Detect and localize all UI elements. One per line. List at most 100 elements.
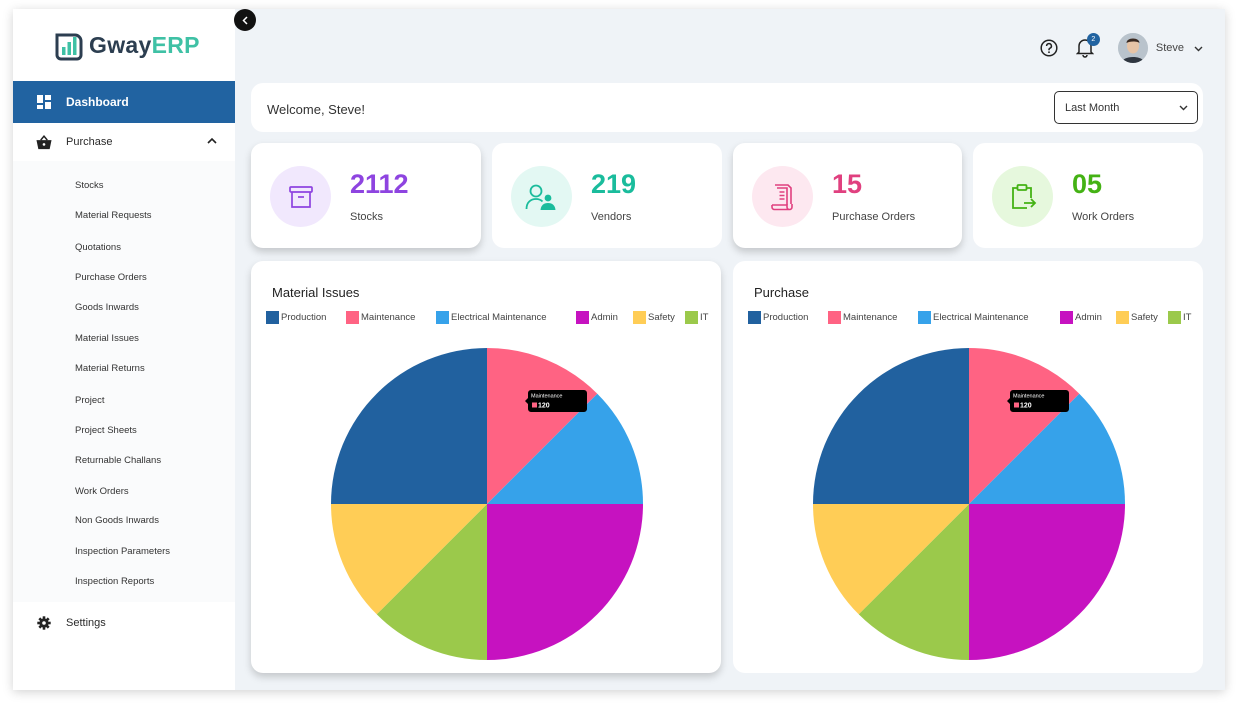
logo-text: GwayERP: [89, 32, 200, 59]
legend-item-safety[interactable]: Safety: [633, 311, 675, 324]
stat-value: 219: [591, 169, 637, 199]
legend-item-production[interactable]: Production: [266, 311, 326, 324]
legend-item-admin[interactable]: Admin: [1060, 311, 1102, 324]
logo-text-gway: Gway: [89, 31, 152, 58]
submenu-item-material-returns[interactable]: Material Returns: [75, 363, 145, 374]
submenu-item-non-goods-inwards[interactable]: Non Goods Inwards: [75, 515, 159, 526]
legend-label: Electrical Maintenance: [933, 312, 1029, 323]
legend-label: Admin: [591, 312, 618, 323]
stat-label: Work Orders: [1072, 211, 1135, 223]
legend-label: IT: [1183, 312, 1192, 323]
chart-card-purchase: Maintenance 120 Purchase Production Mainte…: [733, 261, 1203, 673]
pie-slice-safety[interactable]: [331, 504, 487, 615]
legend-swatch: [1060, 311, 1073, 324]
chart-tooltip: Maintenance 120: [525, 390, 587, 412]
submenu-item-project[interactable]: Project: [75, 395, 105, 406]
logo-text-erp: ERP: [151, 31, 200, 58]
pie-slice-maintenance[interactable]: [969, 348, 1080, 504]
chart-legend: Production Maintenance Electrical Maintena…: [266, 311, 716, 325]
stat-label: Stocks: [350, 211, 384, 223]
legend-swatch: [346, 311, 359, 324]
sidebar-collapse-button[interactable]: [234, 9, 256, 31]
stat-card-work-orders[interactable]: 05 Work Orders: [973, 143, 1203, 248]
stat-card-vendors[interactable]: 219 Vendors: [492, 143, 722, 248]
legend-label: Maintenance: [361, 312, 416, 323]
notification-button[interactable]: 2: [1075, 33, 1100, 58]
welcome-bar: Welcome, Steve! Last Month: [251, 83, 1203, 132]
legend-item-admin[interactable]: Admin: [576, 311, 618, 324]
sidebar-item-label: Settings: [66, 617, 106, 629]
help-icon[interactable]: [1040, 39, 1058, 57]
chevron-left-icon: [241, 15, 248, 25]
chart-tooltip: Maintenance 120: [1007, 390, 1069, 412]
submenu-item-goods-inwards[interactable]: Goods Inwards: [75, 302, 139, 313]
submenu-item-inspection-parameters[interactable]: Inspection Parameters: [75, 546, 171, 557]
pie-slice-safety[interactable]: [813, 504, 969, 615]
chevron-down-icon[interactable]: [1194, 44, 1203, 53]
submenu-item-inspection-reports[interactable]: Inspection Reports: [75, 576, 155, 587]
clipboard-arrow-icon: [992, 166, 1053, 227]
submenu-item-returnable-challans[interactable]: Returnable Challans: [75, 455, 162, 466]
legend-item-electrical-maintenance[interactable]: Electrical Maintenance: [918, 311, 1029, 324]
legend-item-electrical-maintenance[interactable]: Electrical Maintenance: [436, 311, 547, 324]
submenu-item-project-sheets[interactable]: Project Sheets: [75, 425, 137, 436]
avatar[interactable]: [1117, 33, 1148, 63]
stat-label: Vendors: [591, 211, 632, 223]
legend-label: Production: [281, 312, 327, 323]
receipt-icon: [752, 166, 813, 227]
submenu-item-material-requests[interactable]: Material Requests: [75, 210, 152, 221]
chevron-up-icon[interactable]: [207, 136, 217, 146]
purchase-submenu: Stocks Material Requests Quotations Purchas…: [13, 161, 235, 602]
legend-item-maintenance[interactable]: Maintenance: [828, 311, 897, 324]
stat-card-stocks[interactable]: 2112 Stocks: [251, 143, 481, 248]
legend-label: Safety: [648, 312, 675, 323]
legend-swatch: [576, 311, 589, 324]
sidebar-item-dashboard[interactable]: Dashboard: [13, 81, 235, 123]
submenu-item-quotations[interactable]: Quotations: [75, 242, 121, 253]
pie-chart: Maintenance 120: [331, 348, 643, 660]
sidebar: GwayERP Dashboard Purchase Stocks Materia…: [13, 9, 235, 690]
gear-icon: [36, 615, 52, 631]
submenu-item-stocks[interactable]: Stocks: [75, 180, 104, 191]
legend-label: IT: [700, 312, 709, 323]
legend-swatch: [1168, 311, 1181, 324]
pie-slice-electrical-maintenance[interactable]: [969, 393, 1125, 504]
submenu-item-purchase-orders[interactable]: Purchase Orders: [75, 272, 147, 283]
sidebar-item-label: Dashboard: [66, 95, 129, 109]
pie-slice-admin[interactable]: [969, 504, 1125, 660]
chart-card-material-issues: Maintenance 120 Material Issues Productio…: [251, 261, 721, 673]
pie-slice-production[interactable]: [813, 348, 969, 504]
legend-item-production[interactable]: Production: [748, 311, 808, 324]
header-actions: 2 Steve: [1040, 33, 1203, 63]
sidebar-item-purchase[interactable]: Purchase: [13, 123, 235, 161]
stat-card-purchase-orders[interactable]: 15 Purchase Orders: [733, 143, 962, 248]
legend-label: Production: [763, 312, 809, 323]
stat-value: 2112: [350, 169, 409, 199]
legend-item-it[interactable]: IT: [1168, 311, 1191, 324]
pie-slice-electrical-maintenance[interactable]: [487, 393, 643, 504]
legend-item-it[interactable]: IT: [685, 311, 708, 324]
period-select[interactable]: Last Month: [1054, 91, 1198, 124]
legend-swatch: [748, 311, 761, 324]
chevron-down-icon: [1179, 105, 1188, 111]
logo[interactable]: GwayERP: [53, 29, 200, 61]
pie-slice-maintenance[interactable]: [487, 348, 598, 504]
sidebar-item-settings[interactable]: Settings: [13, 604, 235, 642]
legend-item-maintenance[interactable]: Maintenance: [346, 311, 415, 324]
chart-title: Material Issues: [272, 285, 360, 300]
submenu-item-work-orders[interactable]: Work Orders: [75, 486, 129, 497]
legend-label: Admin: [1075, 312, 1102, 323]
legend-item-safety[interactable]: Safety: [1116, 311, 1158, 324]
period-select-value: Last Month: [1065, 101, 1120, 114]
pie-slice-it[interactable]: [858, 504, 969, 660]
stat-value: 15: [832, 169, 863, 199]
submenu-item-material-issues[interactable]: Material Issues: [75, 333, 139, 344]
logo-chart-icon: [55, 33, 83, 61]
stat-value: 05: [1072, 169, 1103, 199]
pie-slice-admin[interactable]: [487, 504, 643, 660]
pie-slice-it[interactable]: [376, 504, 487, 660]
pie-slice-production[interactable]: [331, 348, 487, 504]
legend-swatch: [1116, 311, 1129, 324]
user-name[interactable]: Steve: [1155, 42, 1184, 54]
basket-icon: [36, 134, 52, 150]
